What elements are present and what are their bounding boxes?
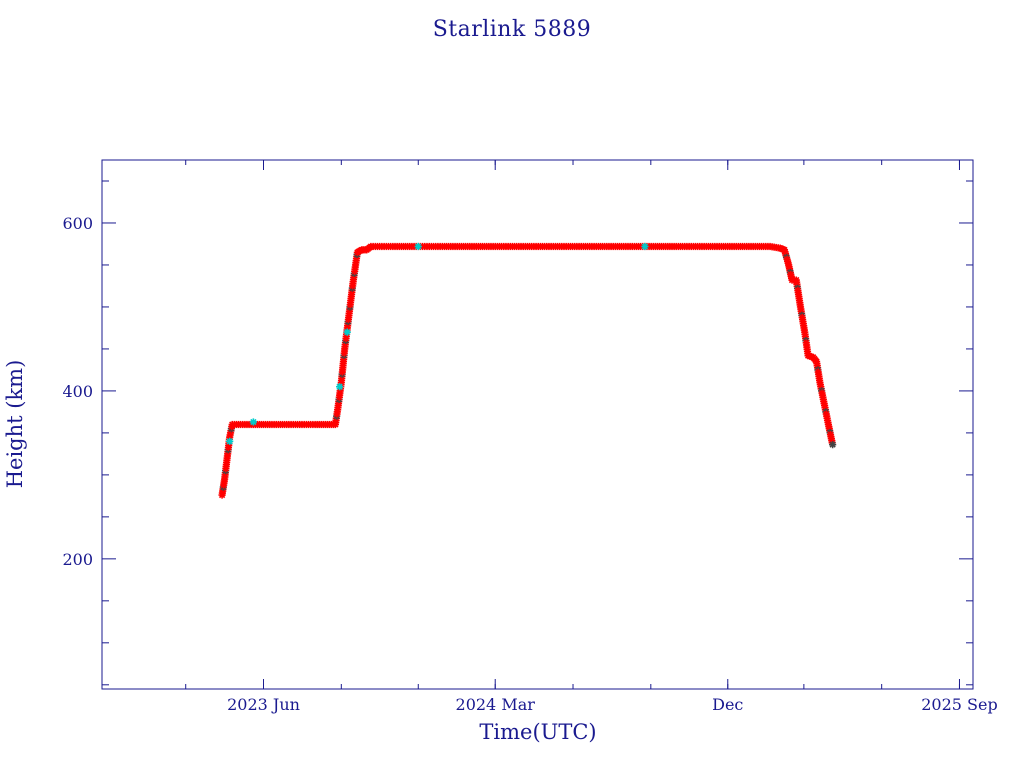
y-axis-label: Height (km) [3, 360, 27, 489]
x-axis-label: Time(UTC) [479, 720, 596, 744]
plot-frame [101, 159, 974, 690]
data-point [829, 441, 837, 449]
data-point-highlight [641, 242, 649, 251]
data-point-highlight [336, 383, 344, 391]
chart-title: Starlink 5889 [433, 17, 592, 42]
x-tick-label: Dec [712, 695, 743, 714]
x-tick-label: 2025 Sep [921, 695, 997, 714]
x-tick-label: 2023 Jun [227, 695, 300, 714]
x-tick-label: 2024 Mar [456, 695, 536, 714]
data-point-highlight [414, 242, 422, 251]
data-points [218, 242, 837, 499]
data-point-highlight [343, 328, 351, 336]
axis-ticks: 2023 Jun 2024 Mar Dec 2025 Sep 200 400 600 [62, 160, 998, 714]
y-tick-label: 600 [62, 214, 93, 233]
y-tick-label: 200 [62, 550, 93, 569]
y-tick-label: 400 [62, 382, 93, 401]
data-point-highlight [226, 437, 234, 445]
data-point-highlight [249, 418, 257, 426]
